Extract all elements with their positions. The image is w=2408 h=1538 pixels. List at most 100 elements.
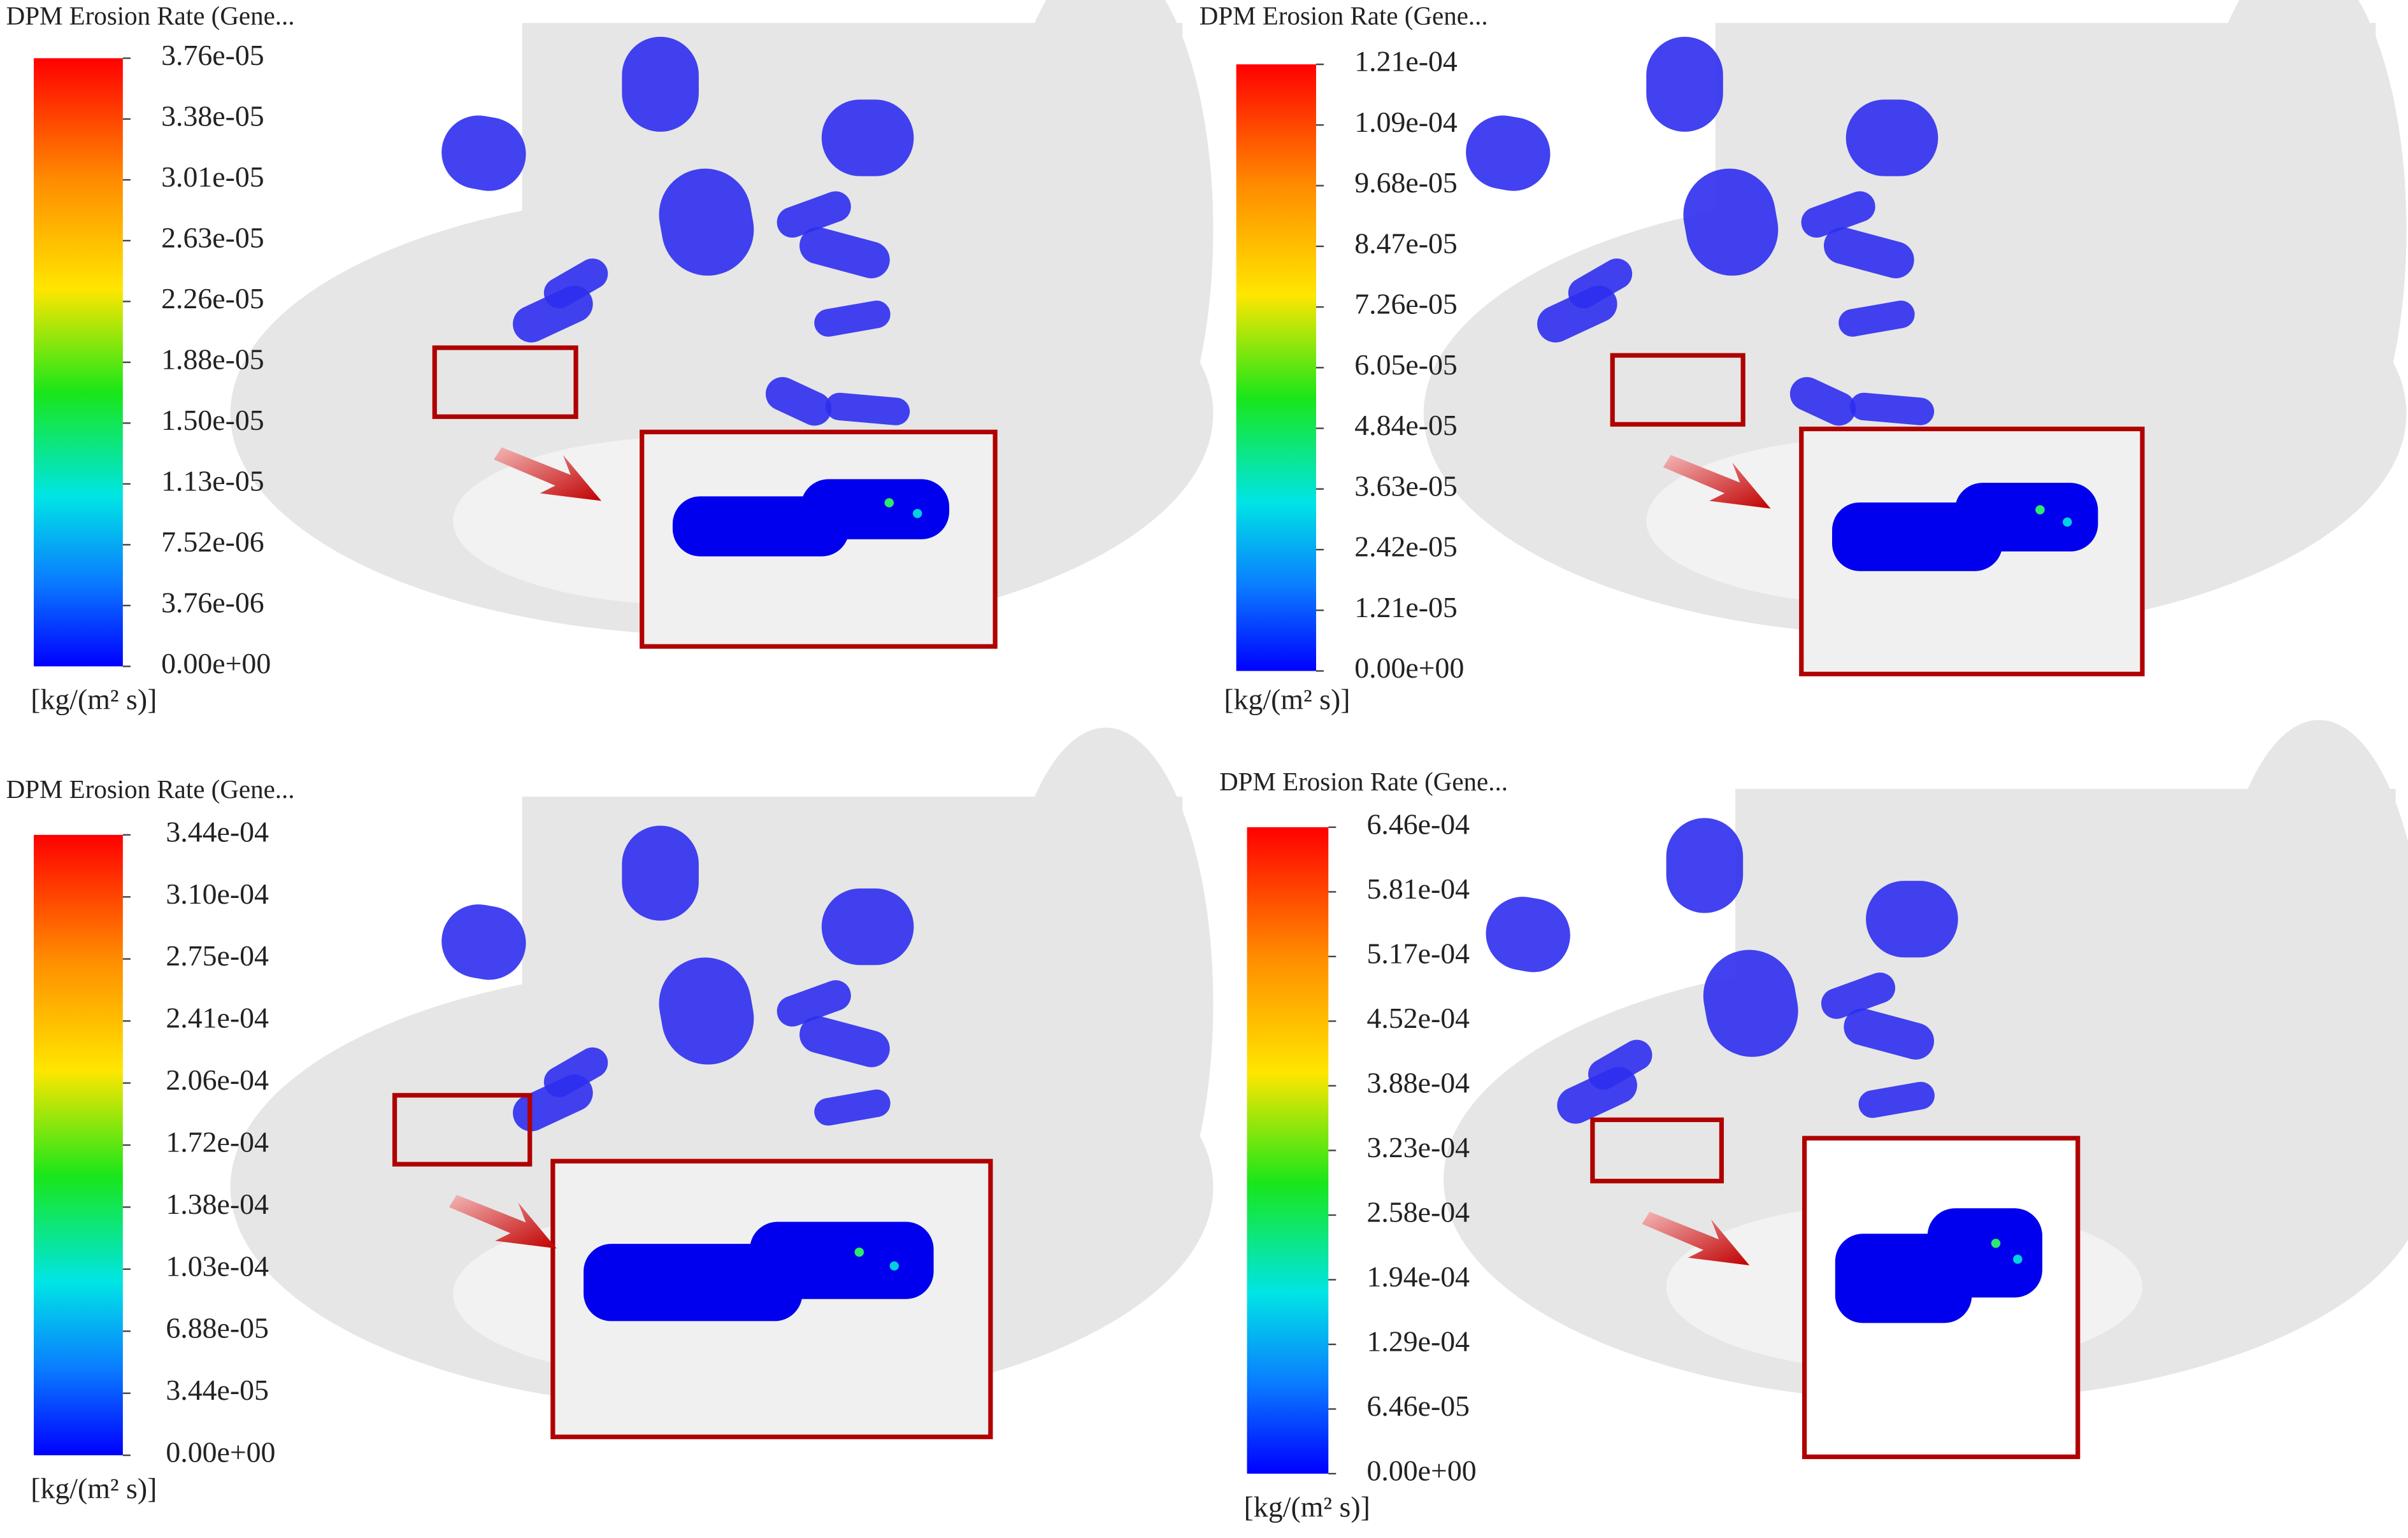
- cylinder: [777, 980, 851, 1027]
- cylinder: [1954, 483, 2098, 552]
- cylinder: [801, 479, 950, 539]
- erosion-spot: [912, 509, 922, 518]
- panel: DPM Erosion Rate (Gene... 6.46e-04 5.81e-0…: [1219, 720, 2408, 1523]
- cylinder: [1466, 115, 1551, 191]
- colorbar-label: 1.50e-05: [161, 404, 264, 436]
- highlight-box: [1590, 1117, 1724, 1184]
- colorbar-label: 0.00e+00: [166, 1436, 275, 1469]
- colorbar-label: 2.58e-04: [1367, 1195, 1470, 1228]
- colorbar-label: 2.41e-04: [166, 1002, 269, 1034]
- colorbar-label: 1.94e-04: [1367, 1260, 1470, 1293]
- arrow: [1642, 1211, 1750, 1265]
- colorbar-label: 0.00e+00: [1367, 1455, 1477, 1487]
- colorbar-label: 1.72e-04: [166, 1126, 269, 1158]
- cylinder: [1844, 1008, 1935, 1060]
- colorbar-label: 5.17e-04: [1367, 937, 1470, 969]
- colorbar-label: 1.09e-04: [1354, 106, 1458, 138]
- cylinder: [1845, 99, 1939, 176]
- panel: DPM Erosion Rate (Gene... 3.44e-04 3.10e-0…: [6, 727, 1214, 1504]
- colorbar-label: 1.88e-05: [161, 343, 264, 375]
- colorbar-label: 2.06e-04: [166, 1064, 269, 1096]
- colorbar-label: 4.84e-05: [1354, 409, 1458, 441]
- cylinder: [1666, 818, 1744, 913]
- colorbar-label: 2.42e-05: [1354, 530, 1458, 563]
- arrow: [448, 1195, 557, 1249]
- cylinder: [1849, 392, 1935, 425]
- colorbar-label: 0.00e+00: [161, 647, 271, 680]
- colorbar-unit: [kg/(m² s)]: [31, 683, 157, 716]
- colorbar-label: 1.21e-05: [1354, 591, 1458, 623]
- cylinder: [1588, 1039, 1652, 1090]
- cylinder: [1866, 881, 1958, 958]
- cylinder: [659, 168, 754, 276]
- cylinder: [543, 258, 608, 309]
- panel: DPM Erosion Rate (Gene... 3.76e-05 3.38e-0…: [6, 0, 1214, 716]
- cylinder: [1568, 258, 1633, 309]
- colorbar-label: 3.76e-06: [161, 586, 264, 618]
- cylinder: [1821, 972, 1896, 1019]
- cylinder: [441, 904, 526, 980]
- arrow: [1663, 455, 1771, 509]
- colorbar-label: 0.00e+00: [1354, 652, 1464, 684]
- highlight-box: [432, 345, 578, 419]
- erosion-spot: [884, 498, 894, 508]
- domain-shape: [998, 0, 1214, 506]
- cylinder: [1486, 897, 1570, 972]
- colorbar-unit: [kg/(m² s)]: [1224, 683, 1350, 716]
- domain-shape: [2211, 720, 2408, 1272]
- colorbar-label: 8.47e-05: [1354, 227, 1458, 259]
- colorbar-label: 7.26e-05: [1354, 288, 1458, 320]
- highlight-box: [1610, 353, 1745, 427]
- cylinder: [765, 377, 832, 426]
- legend-title: DPM Erosion Rate (Gene...: [1200, 2, 1488, 31]
- colorbar-label: 1.38e-04: [166, 1188, 269, 1220]
- cylinder: [584, 1244, 803, 1321]
- domain-shape: [2191, 0, 2407, 506]
- cylinder: [825, 392, 910, 425]
- cylinder: [622, 825, 699, 921]
- erosion-spot: [854, 1247, 864, 1257]
- cylinder: [750, 1221, 934, 1299]
- arrow: [494, 447, 602, 501]
- colorbar-label: 2.63e-05: [161, 221, 264, 253]
- colorbar-label: 3.01e-05: [161, 160, 264, 193]
- erosion-spot: [889, 1261, 899, 1271]
- cylinder: [622, 36, 699, 132]
- legend-title: DPM Erosion Rate (Gene...: [1219, 767, 1508, 796]
- cylinder: [1927, 1208, 2042, 1298]
- colorbar-label: 3.44e-05: [166, 1374, 269, 1406]
- colorbar-label: 4.52e-04: [1367, 1002, 1470, 1034]
- colorbar-label: 7.52e-06: [161, 525, 264, 558]
- colorbar-label: 2.26e-05: [161, 282, 264, 315]
- colorbar-label: 1.13e-05: [161, 464, 264, 497]
- cylinder: [659, 957, 754, 1065]
- cylinder: [799, 1016, 890, 1067]
- colorbar: [34, 834, 123, 1456]
- cylinder: [1858, 1081, 1935, 1118]
- cylinder: [1801, 191, 1875, 238]
- highlight-box: [392, 1093, 533, 1167]
- colorbar-label: 3.88e-04: [1367, 1066, 1470, 1099]
- colorbar-label: 3.76e-05: [161, 39, 264, 71]
- colorbar-unit: [kg/(m² s)]: [1244, 1490, 1370, 1523]
- cylinder: [814, 1089, 891, 1126]
- cylinder: [1646, 36, 1723, 132]
- colorbar: [34, 58, 123, 667]
- cylinder: [799, 227, 890, 278]
- colorbar-label: 6.05e-05: [1354, 348, 1458, 381]
- colorbar-label: 3.63e-05: [1354, 469, 1458, 502]
- cylinder: [777, 191, 851, 238]
- colorbar-label: 1.21e-04: [1354, 45, 1458, 78]
- erosion-spot: [2035, 505, 2045, 515]
- colorbar-label: 6.46e-04: [1367, 808, 1470, 840]
- colorbar-label: 9.68e-05: [1354, 166, 1458, 199]
- legend-title: DPM Erosion Rate (Gene...: [6, 2, 295, 31]
- cylinder: [1683, 168, 1779, 276]
- colorbar-label: 6.88e-05: [166, 1312, 269, 1344]
- cylinder: [1823, 227, 1914, 278]
- cylinder: [1703, 950, 1798, 1057]
- cylinder: [441, 115, 526, 191]
- cylinder: [821, 99, 914, 176]
